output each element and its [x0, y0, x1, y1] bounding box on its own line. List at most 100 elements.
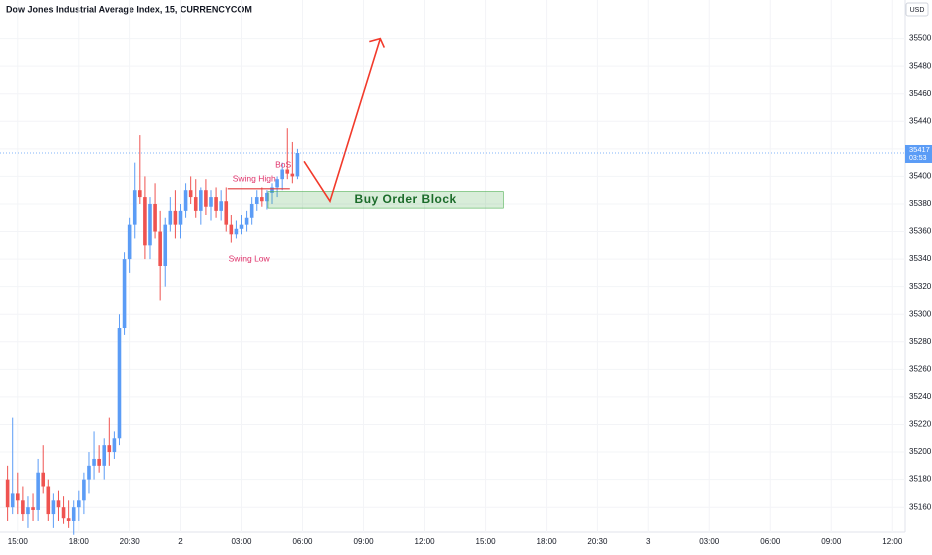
candle-body — [15, 493, 20, 501]
x-tick-label: 3 — [646, 537, 651, 546]
candle-body — [31, 507, 35, 510]
candle-body — [5, 479, 10, 508]
candle-body — [153, 203, 157, 232]
candle-body — [77, 500, 81, 508]
candle-body — [285, 169, 290, 174]
candle-body — [260, 197, 264, 202]
candle-body — [173, 210, 178, 225]
candle-body — [214, 197, 218, 211]
x-tick-label: 18:00 — [537, 537, 558, 546]
y-tick-label: 35500 — [909, 34, 932, 43]
currency: USD — [910, 7, 925, 14]
candle-body — [132, 190, 137, 225]
candle-body — [204, 190, 208, 207]
order-block-label: Buy Order Block — [355, 192, 457, 206]
candle-body — [66, 518, 71, 521]
y-tick-label: 35260 — [909, 364, 932, 373]
y-tick-label: 35400 — [909, 172, 932, 181]
candle-body — [219, 201, 223, 211]
candle-body — [244, 217, 249, 225]
candle-body — [138, 190, 142, 198]
candle-body — [229, 224, 234, 235]
x-tick-label: 20:30 — [587, 537, 608, 546]
chart-title: Dow Jones Industrial Average Index, 15, … — [6, 4, 252, 14]
x-tick-label: 09:00 — [821, 537, 842, 546]
price-axis-bg — [905, 0, 932, 550]
y-tick-label: 35200 — [909, 447, 932, 456]
x-tick-label: 12:00 — [415, 537, 436, 546]
candle-body — [265, 192, 269, 202]
candle-body — [21, 500, 25, 515]
candle-body — [280, 169, 284, 180]
candle-body — [178, 210, 183, 225]
candle-body — [254, 197, 259, 204]
y-tick-label: 35460 — [909, 89, 932, 98]
candle-body — [209, 197, 213, 207]
y-tick-label: 35240 — [909, 392, 932, 401]
candle-body — [112, 438, 117, 453]
y-tick-label: 35280 — [909, 337, 932, 346]
candle-body — [199, 190, 203, 211]
y-tick-label: 35340 — [909, 254, 932, 263]
candle-body — [234, 228, 239, 235]
x-tick-label: 09:00 — [354, 537, 375, 546]
x-tick-label: 06:00 — [292, 537, 313, 546]
candle-body — [183, 190, 188, 211]
y-tick-label: 35360 — [909, 227, 932, 236]
candle-body — [92, 458, 96, 466]
candle-body — [290, 173, 295, 177]
candle-body — [26, 507, 30, 515]
candle-body — [102, 445, 107, 466]
candle-body — [71, 507, 76, 521]
annotation-label: Swing High — [233, 173, 276, 183]
x-tick-label: 06:00 — [760, 537, 781, 546]
candle-body — [158, 231, 162, 266]
candle-body — [87, 465, 91, 480]
x-tick-label: 18:00 — [69, 537, 90, 546]
annotation-label: BoS — [275, 160, 291, 170]
candle-body — [163, 224, 168, 266]
plot-area — [0, 0, 905, 535]
candle-body — [82, 479, 86, 501]
x-tick-label: 03:00 — [699, 537, 720, 546]
candle-body — [127, 224, 132, 260]
candle-body — [249, 203, 254, 218]
last-price-box — [905, 144, 932, 163]
candle-body — [275, 179, 279, 188]
candle-body — [188, 190, 193, 198]
y-tick-label: 35480 — [909, 61, 932, 70]
projection-arrow — [303, 38, 382, 204]
x-tick-label: 15:00 — [8, 537, 29, 546]
candle-body — [295, 152, 300, 177]
x-tick-label: 12:00 — [882, 537, 903, 546]
candle-body — [224, 201, 229, 225]
x-tick-label: 20:30 — [120, 537, 141, 546]
candle-body — [51, 500, 56, 515]
candle-body — [10, 493, 15, 508]
candle-body — [117, 328, 122, 439]
candle-body — [193, 197, 198, 211]
countdown-label: 03:53 — [909, 155, 927, 162]
annotation-label: Swing Low — [229, 253, 271, 263]
x-tick-label: 2 — [178, 537, 183, 546]
candle-body — [143, 197, 147, 246]
x-tick-label: 15:00 — [476, 537, 497, 546]
y-tick-label: 35300 — [909, 309, 932, 318]
candle-body — [270, 187, 274, 193]
candle-body — [36, 472, 40, 510]
candle-body — [168, 210, 173, 225]
y-tick-label: 35160 — [909, 502, 932, 511]
candle-body — [46, 486, 51, 515]
last-price-label: 35417 — [909, 145, 930, 154]
candle-body — [107, 445, 112, 453]
candle-body — [56, 500, 61, 508]
candle-body — [239, 224, 244, 229]
arrow-head — [369, 37, 386, 48]
candle-body — [61, 507, 66, 519]
y-tick-label: 35320 — [909, 282, 932, 291]
y-tick-label: 35380 — [909, 199, 932, 208]
currency-box[interactable] — [905, 2, 929, 17]
y-tick-label: 35220 — [909, 420, 932, 429]
x-tick-label: 03:00 — [231, 537, 252, 546]
